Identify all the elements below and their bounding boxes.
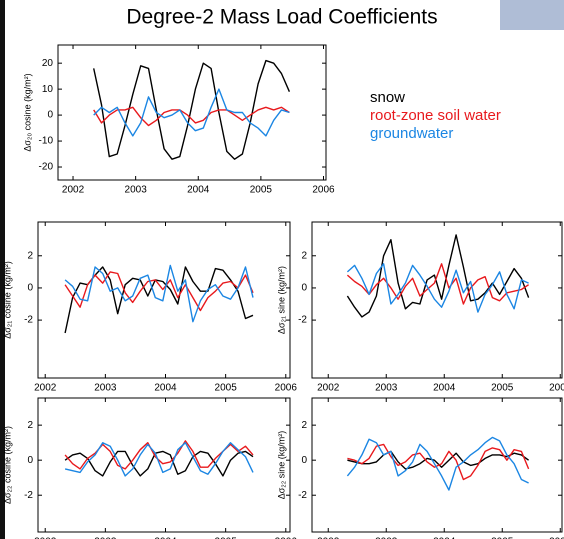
panel: -2 0 2 2002 2003 2004 2005 2006 Δσ₂₁ cosine (kg/…: [2, 221, 298, 394]
corner-image: [500, 0, 564, 30]
plot-frame: [37, 221, 291, 379]
x-tick-label: 2002: [317, 537, 340, 539]
series-line: [64, 264, 254, 323]
x-tick-label: 2002: [34, 383, 57, 394]
x-tick-label: 2004: [154, 383, 177, 394]
x-tick-label: 2004: [154, 537, 177, 539]
plot-frame: [37, 397, 291, 533]
x-tick-label: 2005: [491, 383, 514, 394]
y-tick-label: 0: [301, 283, 307, 294]
x-tick-label: 2005: [215, 537, 238, 539]
y-axis-label: Δσ₂₀ cosine (kg/m²): [22, 73, 32, 151]
series-line: [64, 271, 254, 312]
legend-entry: groundwater: [370, 125, 453, 142]
x-tick-label: 2006: [549, 537, 564, 539]
series-line: [64, 450, 254, 477]
y-tick-label: 20: [42, 58, 54, 69]
y-tick-label: 2: [301, 250, 307, 261]
y-tick-label: 0: [27, 283, 33, 294]
series-line: [346, 436, 529, 491]
series-line: [346, 263, 529, 305]
figure-title: Degree-2 Mass Load Coefficients: [126, 6, 437, 29]
x-tick-label: 2003: [375, 537, 398, 539]
series-line: [93, 88, 290, 137]
legend-entry: root-zone soil water: [370, 107, 501, 124]
x-tick-label: 2006: [275, 537, 298, 539]
series-line: [347, 450, 530, 470]
x-tick-label: 2004: [187, 185, 210, 196]
x-tick-label: 2004: [433, 537, 456, 539]
panel: -2 0 2 2002 2003 2004 2005 2006 Δσ₂₂ sine (kg/m²…: [276, 397, 564, 539]
y-tick-label: -2: [298, 315, 307, 326]
x-tick-label: 2003: [125, 185, 148, 196]
x-tick-label: 2003: [94, 537, 117, 539]
series-line: [346, 263, 529, 313]
y-axis-label: Δσ₂₂ sine (kg/m²): [276, 431, 286, 500]
x-tick-label: 2006: [275, 383, 298, 394]
x-tick-label: 2003: [375, 383, 398, 394]
x-tick-label: 2002: [62, 185, 85, 196]
y-axis-label: Δσ₂₁ cosine (kg/m²): [2, 261, 12, 339]
series-line: [346, 234, 530, 318]
left-strip: [0, 0, 5, 539]
y-tick-label: 2: [27, 250, 33, 261]
series-line: [64, 266, 254, 334]
y-tick-label: -2: [24, 315, 33, 326]
series-line: [93, 106, 290, 127]
x-tick-label: 2002: [34, 537, 57, 539]
y-tick-label: -2: [298, 490, 307, 501]
x-tick-label: 2005: [250, 185, 273, 196]
x-tick-label: 2002: [317, 383, 340, 394]
panel: -20 -10 0 10 20 2002 2003 2004 2005 2006 Δσ₂₀ cosi…: [22, 44, 335, 196]
y-tick-label: -10: [39, 136, 54, 147]
plot-frame: [311, 397, 563, 533]
y-tick-label: 0: [301, 455, 307, 466]
x-tick-label: 2003: [94, 383, 117, 394]
y-tick-label: 2: [27, 420, 33, 431]
x-tick-label: 2005: [491, 537, 514, 539]
series-line: [64, 442, 254, 477]
y-tick-label: -20: [39, 162, 54, 173]
y-tick-label: 0: [47, 110, 53, 121]
y-axis-label: Δσ₂₁ sine (kg/m²): [276, 266, 286, 334]
x-tick-label: 2005: [215, 383, 238, 394]
panel: -2 0 2 2002 2003 2004 2005 2006 Δσ₂₂ cosine (kg/…: [2, 397, 298, 539]
plot-frame: [311, 221, 563, 379]
series-line: [93, 59, 291, 160]
x-tick-label: 2006: [312, 185, 335, 196]
y-tick-label: 2: [301, 420, 307, 431]
plot-frame: [57, 44, 327, 181]
x-tick-label: 2006: [549, 383, 564, 394]
x-tick-label: 2004: [433, 383, 456, 394]
y-tick-label: 0: [27, 455, 33, 466]
y-tick-label: -2: [24, 490, 33, 501]
panel: -2 0 2 2002 2003 2004 2005 2006 Δσ₂₁ sine (kg/m²…: [276, 221, 564, 394]
y-axis-label: Δσ₂₂ cosine (kg/m²): [2, 426, 12, 504]
legend-entry: snow: [370, 89, 405, 106]
y-tick-label: 10: [42, 84, 54, 95]
